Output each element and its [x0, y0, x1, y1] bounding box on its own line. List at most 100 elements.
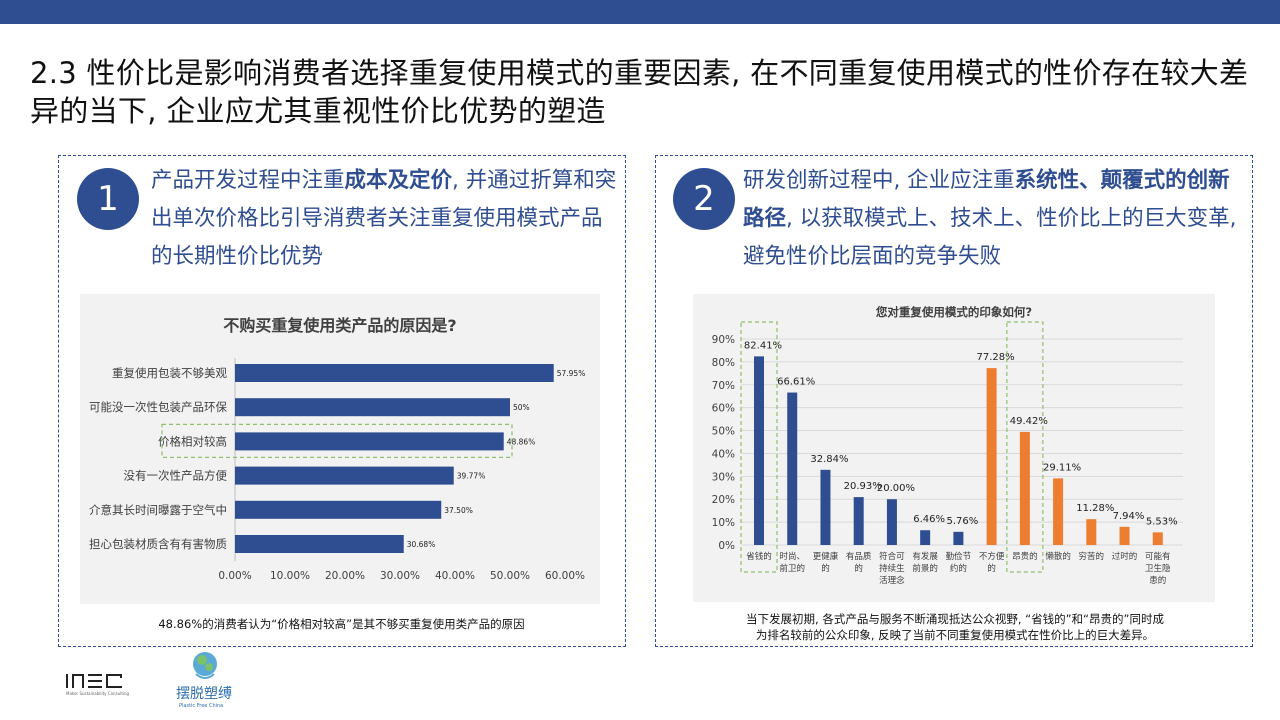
text-emphasis: 成本及定价: [344, 168, 453, 193]
step-number-badge: 1: [77, 168, 139, 230]
bar: [1053, 478, 1064, 545]
data-label: 5.53%: [1146, 516, 1178, 527]
category-label: 重复使用包装不够美观: [112, 366, 227, 380]
y-tick-label: 30%: [712, 471, 735, 483]
bar: [235, 535, 404, 553]
data-label: 66.61%: [777, 377, 815, 388]
caption-line: 当下发展初期, 各式产品与服务不断涌现抵达公众视野, “省钱的”和“昂贵的”同时…: [746, 612, 1164, 626]
chart-container: 不购买重复使用类产品的原因是? 重复使用包装不够美观 57.95% 可能没一次性包装产…: [80, 294, 600, 604]
svg-text:Maker Sustainability Consultin: Maker Sustainability Consulting: [66, 691, 130, 696]
x-category-label: 时尚、前卫的: [779, 551, 805, 574]
highlight-box: [161, 423, 513, 458]
category-label: 没有一次性产品方便: [124, 469, 228, 483]
y-tick-label: 50%: [712, 426, 735, 438]
data-label: 49.42%: [1010, 416, 1048, 427]
svg-text:Plastic Free China: Plastic Free China: [179, 703, 223, 709]
horizontal-bar-chart: 不购买重复使用类产品的原因是? 重复使用包装不够美观 57.95% 可能没一次性包装产…: [89, 316, 586, 582]
category-label: 介意其长时间曝露于空气中: [89, 503, 227, 517]
data-label: 7.94%: [1113, 511, 1145, 522]
step-number-badge: 2: [673, 168, 735, 230]
y-tick-label: 70%: [712, 380, 735, 392]
x-tick-label: 50.00%: [490, 570, 530, 582]
bar: [820, 469, 831, 545]
svg-text:摆脱塑缚: 摆脱塑缚: [176, 685, 232, 702]
category-label: 担心包装材质含有有害物质: [89, 537, 227, 551]
bar: [886, 499, 897, 545]
bar: [920, 530, 931, 545]
data-label: 11.28%: [1076, 503, 1114, 514]
panel-description: 产品开发过程中注重成本及定价, 并通过折算和突出单次价格比引导消费者关注重复使用…: [151, 162, 621, 276]
text-normal: , 以获取模式上、技术上、性价比上的巨大变革, 避免性价比层面的竞争失败: [743, 206, 1237, 269]
data-label: 20.00%: [877, 483, 915, 494]
chart-caption: 48.86%的消费者认为“价格相对较高”是其不够买重复使用类产品的原因: [158, 617, 525, 631]
data-label: 37.50%: [444, 506, 473, 515]
x-tick-label: 20.00%: [325, 570, 365, 582]
bar: [986, 368, 997, 545]
bar: [754, 356, 764, 545]
y-tick-label: 0%: [718, 540, 735, 552]
data-label: 48.86%: [507, 437, 536, 446]
x-tick-label: 10.00%: [270, 570, 310, 582]
bar: [1152, 532, 1163, 545]
bar: [1019, 431, 1030, 545]
bar: [235, 466, 454, 485]
panel-description: 研发创新过程中, 企业应注重系统性、颠覆式的创新路径, 以获取模式上、技术上、性…: [743, 162, 1243, 276]
y-tick-label: 10%: [712, 517, 735, 529]
bar: [787, 392, 798, 545]
data-label: 77.28%: [977, 352, 1015, 363]
bar: [1119, 526, 1130, 545]
highlight-box: [740, 321, 778, 573]
bar: [235, 364, 554, 382]
data-label: 30.68%: [407, 540, 436, 549]
x-category-label: 更健康的: [813, 551, 839, 574]
x-category-label: 有品质的: [846, 551, 872, 574]
x-category-label: 有发展前景的: [912, 551, 938, 574]
x-tick-label: 60.00%: [545, 570, 585, 582]
top-banner: [0, 0, 1280, 24]
x-category-label: 不方便的: [979, 551, 1005, 574]
category-label: 价格相对较高: [158, 434, 227, 448]
x-tick-label: 30.00%: [380, 570, 420, 582]
page-title: 2.3 性价比是影响消费者选择重复使用模式的重要因素, 在不同重复使用模式的性价…: [30, 56, 1249, 128]
category-label: 可能没一次性包装产品环保: [89, 400, 227, 414]
vertical-bar-chart: 您对重复使用模式的印象如何? 0% 10% 20% 30% 40% 50% 60% 70% 80%…: [712, 305, 1183, 586]
x-category-label: 符合可持续生活理念: [879, 551, 905, 586]
plastic-free-china-logo: 摆脱塑缚 Plastic Free China: [170, 648, 240, 710]
x-category-label: 省钱的: [746, 551, 772, 562]
caption-line: 为排名较前的公众印象, 反映了当前不同重复使用模式在性价比上的巨大差异。: [755, 628, 1155, 642]
text-normal: 研发创新过程中, 企业应注重: [743, 168, 1015, 193]
data-label: 20.93%: [844, 481, 882, 492]
y-tick-label: 80%: [712, 357, 735, 369]
chart-title: 您对重复使用模式的印象如何?: [876, 305, 1032, 319]
chart-title: 不购买重复使用类产品的原因是?: [223, 316, 456, 335]
x-category-label: 过时的: [1112, 551, 1138, 562]
bar: [235, 432, 504, 451]
data-label: 50%: [513, 403, 530, 412]
data-label: 6.46%: [913, 514, 945, 525]
text-normal: 产品开发过程中注重: [151, 168, 345, 193]
x-category-label: 穷苦的: [1079, 551, 1105, 562]
data-label: 5.76%: [946, 516, 978, 527]
y-tick-label: 60%: [712, 403, 735, 415]
bar: [853, 497, 864, 545]
panel-innovation: 2 研发创新过程中, 企业应注重系统性、颠覆式的创新路径, 以获取模式上、技术上…: [655, 155, 1253, 647]
bar: [953, 531, 964, 545]
bar: [1086, 519, 1097, 545]
x-category-label: 懒散的: [1045, 551, 1071, 562]
data-label: 32.84%: [810, 454, 848, 465]
text-emphasis: 系统性、颠覆式的创新路径: [743, 168, 1230, 231]
bar: [235, 398, 510, 417]
bar: [235, 500, 442, 519]
x-category-label: 勤俭节约的: [946, 551, 972, 574]
data-label: 57.95%: [557, 369, 586, 378]
x-category-label: 昂贵的: [1012, 551, 1038, 562]
y-tick-label: 90%: [712, 334, 735, 346]
text-normal: , 并通过折算和突出单次价格比引导消费者关注重复使用模式产品的长期性价比优势: [151, 168, 617, 269]
data-label: 82.41%: [744, 340, 782, 351]
data-label: 39.77%: [457, 472, 486, 481]
y-tick-label: 20%: [712, 494, 735, 506]
x-tick-label: 0.00%: [218, 570, 251, 582]
y-tick-label: 40%: [712, 448, 735, 460]
insc-logo: Maker Sustainability Consulting: [64, 668, 144, 702]
data-label: 29.11%: [1043, 462, 1081, 473]
